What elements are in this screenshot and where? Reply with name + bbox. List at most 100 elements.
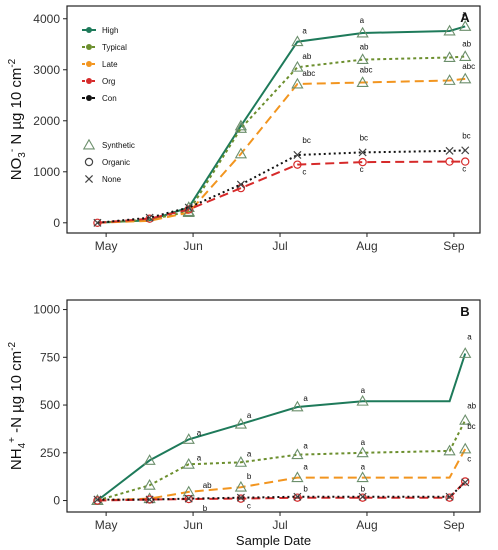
significance-letter: bc <box>302 136 310 145</box>
data-point <box>459 20 472 31</box>
significance-letter: a <box>247 449 252 458</box>
data-point <box>291 77 304 89</box>
y-tick-label: 0 <box>53 216 60 230</box>
plot-frame <box>66 5 481 234</box>
data-point <box>445 493 454 502</box>
series-con <box>93 478 470 504</box>
significance-letter: ab <box>360 43 369 52</box>
y-axis-label-part: NO <box>8 158 25 181</box>
data-point <box>184 494 193 503</box>
series-late <box>97 72 472 224</box>
significance-letter: ab <box>462 40 471 49</box>
significance-letter: a <box>361 438 366 447</box>
y-axis-label-part: - <box>7 149 18 152</box>
x-tick-label: Jun <box>183 518 202 532</box>
x-axis-title: Sample Date <box>236 533 311 548</box>
data-point <box>445 157 454 166</box>
significance-letter: a <box>303 394 308 403</box>
data-point <box>443 74 456 85</box>
legend-label: Synthetic <box>102 141 135 150</box>
data-point <box>93 218 102 227</box>
x-tick-label: Aug <box>356 239 377 253</box>
significance-letter: c <box>302 168 306 177</box>
series-line <box>97 481 466 501</box>
data-point <box>461 477 470 486</box>
data-point <box>234 480 248 492</box>
data-point <box>234 122 248 133</box>
data-point <box>93 495 102 504</box>
data-point <box>182 457 195 469</box>
plot-frame <box>66 299 481 513</box>
legend-label: Typical <box>102 43 127 52</box>
x-tick-label: Jul <box>272 239 287 253</box>
significance-letter: a <box>467 332 472 341</box>
data-point <box>143 492 156 504</box>
y-axis-label: NH4+ -N µg 10 cm-2 <box>7 341 28 470</box>
y-axis-label-part: -2 <box>7 341 18 350</box>
y-axis-label-part: + <box>7 437 18 443</box>
data-point <box>145 495 154 504</box>
data-point <box>356 53 369 65</box>
legend-label: Con <box>102 94 117 103</box>
x-tick-label: Jun <box>183 239 202 253</box>
x-tick-label: Jul <box>272 518 287 532</box>
legend-dot <box>86 95 92 101</box>
series-late <box>91 442 472 505</box>
significance-letter: a <box>247 411 252 420</box>
data-point <box>184 205 193 214</box>
series-line <box>96 353 467 502</box>
series-typical <box>91 414 472 505</box>
data-point <box>445 492 454 501</box>
y-axis-label-part: NH <box>8 448 25 470</box>
significance-letter: abc <box>462 62 475 71</box>
significance-letter: a <box>303 463 308 472</box>
data-point <box>145 213 154 222</box>
data-point <box>234 417 248 429</box>
x-tick-label: May <box>95 518 118 532</box>
data-point <box>184 203 193 212</box>
data-point <box>182 433 195 444</box>
significance-letter: b <box>303 485 308 494</box>
significance-letter: bc <box>467 422 475 431</box>
data-point <box>93 218 102 227</box>
legend-label: Organic <box>102 158 130 167</box>
y-tick-label: 500 <box>40 398 60 412</box>
series-line <box>97 419 467 502</box>
significance-letter: abc <box>302 69 315 78</box>
data-point <box>445 146 454 155</box>
y-axis-label-part: -N µg 10 cm <box>8 351 25 437</box>
legend-symbol <box>84 157 94 167</box>
data-point <box>461 478 470 487</box>
significance-letter: b <box>203 504 208 513</box>
data-point <box>236 494 246 503</box>
significance-letter: c <box>467 454 471 463</box>
data-point <box>184 494 193 504</box>
data-point <box>356 394 369 406</box>
x-tick-label: Aug <box>356 518 377 532</box>
series-line <box>97 55 466 224</box>
series-line <box>97 448 467 502</box>
significance-letter: ab <box>302 52 311 61</box>
legend-label: Late <box>102 60 118 69</box>
panel-a: 0 1000 2000 3000 4000 May Jun Jul Aug Sep NO3- N µ… <box>7 5 481 253</box>
data-point <box>234 456 248 467</box>
y-axis-label: NO3- N µg 10 cm-2 <box>7 58 28 180</box>
series-line <box>97 77 466 224</box>
data-point <box>459 442 472 454</box>
data-point <box>358 148 367 157</box>
significance-letter: b <box>247 472 252 481</box>
legend-dot <box>86 78 92 84</box>
data-point <box>145 214 154 223</box>
series-con <box>93 146 470 227</box>
data-point <box>291 400 304 412</box>
significance-letter: ab <box>467 401 476 410</box>
significance-letter: a <box>360 16 365 25</box>
data-point <box>291 448 304 460</box>
data-point <box>461 157 470 166</box>
significance-letter: a <box>303 442 308 451</box>
y-tick-label: 4000 <box>33 12 60 26</box>
series-line <box>97 25 466 224</box>
legend-dot <box>86 27 92 33</box>
data-point <box>356 471 369 483</box>
data-point <box>443 51 456 62</box>
